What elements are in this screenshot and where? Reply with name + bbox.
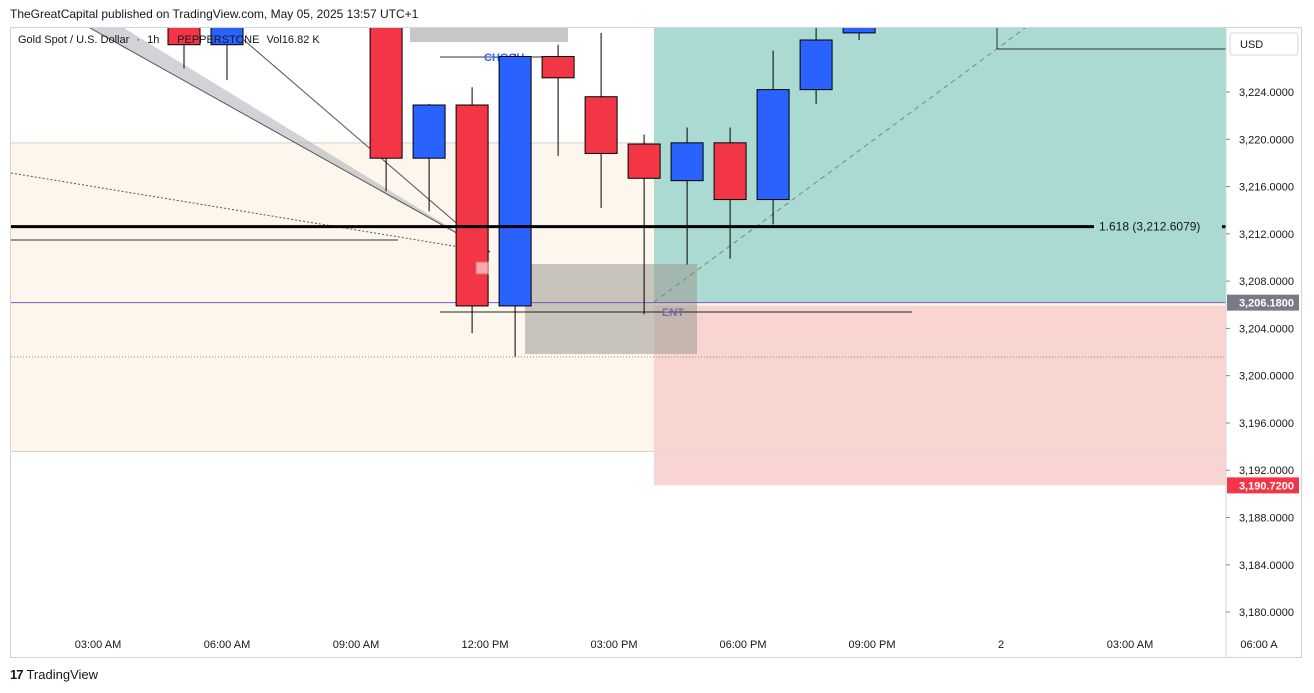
currency-button — [1229, 32, 1299, 56]
chart-frame — [10, 27, 1302, 658]
candle-body — [799, 39, 833, 91]
currency-label: USD — [1240, 39, 1263, 51]
wedge-line-a — [89, 28, 479, 246]
candle — [498, 54, 532, 357]
x-tick-label: 03:00 PM — [590, 639, 637, 651]
entry-price-tag — [1227, 294, 1299, 311]
footer-brand[interactable]: TradingView — [26, 667, 99, 682]
x-tick-label: 03:00 AM — [75, 639, 121, 651]
x-tick-label: 06:00 AM — [204, 639, 250, 651]
stop-price-tag-label: 3,190.7200 — [1239, 480, 1294, 492]
legend-sep: · — [166, 34, 171, 46]
candle — [369, 28, 403, 192]
candle — [627, 134, 661, 315]
legend-symbol[interactable]: Gold Spot / U.S. Dollar — [18, 34, 130, 46]
candle-body — [455, 104, 489, 307]
ent-label: ENT — [662, 307, 684, 319]
x-tick-label: 06:00 PM — [719, 639, 766, 651]
y-tick-label: 3,220.0000 — [1239, 134, 1294, 146]
y-tick-label: 3,208.0000 — [1239, 276, 1294, 288]
profit-zone — [654, 28, 1226, 303]
wedge-line-b — [229, 28, 491, 253]
chart-legend: Gold Spot / U.S. Dollar · 1h · PEPPERSTO… — [18, 34, 324, 46]
y-tick-label: 3,180.0000 — [1239, 607, 1294, 619]
legend-interval[interactable]: 1h — [147, 34, 160, 46]
candle — [799, 28, 833, 104]
candle — [455, 87, 489, 334]
candle — [210, 28, 244, 81]
x-tick-label: 09:00 PM — [848, 639, 895, 651]
candle — [167, 28, 201, 69]
candle-body — [541, 56, 575, 79]
candle-body — [756, 89, 790, 201]
y-tick-label: 3,212.0000 — [1239, 229, 1294, 241]
y-tick-label: 3,184.0000 — [1239, 560, 1294, 572]
x-tick-label: 09:00 AM — [333, 639, 379, 651]
candle-body — [369, 28, 403, 159]
candle — [541, 44, 575, 156]
y-tick-label: 3,192.0000 — [1239, 465, 1294, 477]
candle-body — [412, 104, 446, 159]
candle — [584, 32, 618, 208]
publisher-caption: TheGreatCapital published on TradingView… — [10, 7, 419, 21]
candle-body — [167, 28, 201, 46]
legend-broker: PEPPERSTONE — [177, 34, 260, 46]
candle-body — [210, 28, 244, 46]
fib-label: 1.618 (3,212.6079) — [1099, 220, 1200, 234]
x-tick-label: 03:00 AM — [1107, 639, 1153, 651]
order-block-box — [525, 264, 697, 354]
y-tick-label: 3,204.0000 — [1239, 323, 1294, 335]
legend-sep: · — [136, 34, 141, 46]
loss-zone — [654, 305, 1226, 486]
stop-price-tag — [1227, 477, 1299, 494]
entry-price-tag-label: 3,206.1800 — [1239, 298, 1294, 310]
y-tick-label: 3,188.0000 — [1239, 513, 1294, 525]
candle — [713, 127, 747, 259]
candle — [756, 50, 790, 225]
legend-volume: Vol16.82 K — [266, 34, 320, 46]
alert-marker-icon — [475, 261, 489, 275]
footer: 17 TradingView — [10, 667, 98, 682]
candle — [842, 28, 876, 40]
y-tick-label: 3,200.0000 — [1239, 371, 1294, 383]
x-tick-label: 12:00 PM — [461, 639, 508, 651]
candle-body — [713, 142, 747, 201]
candle — [670, 127, 704, 265]
tradingview-logo-icon[interactable]: 17 — [10, 667, 24, 682]
candle-body — [627, 143, 661, 179]
y-tick-label: 3,224.0000 — [1239, 87, 1294, 99]
projection-line — [653, 28, 1027, 303]
x-tick-label: 06:00 A — [1240, 639, 1278, 651]
y-tick-label: 3,196.0000 — [1239, 418, 1294, 430]
candle — [412, 103, 446, 212]
candle-body — [584, 96, 618, 154]
top-gray-box — [410, 28, 568, 42]
y-tick-label: 3,216.0000 — [1239, 182, 1294, 194]
dotted-trend-line — [11, 172, 491, 253]
candle-body — [498, 56, 532, 307]
candle-body — [670, 142, 704, 182]
x-tick-label: 2 — [998, 639, 1004, 651]
candle-body — [842, 28, 876, 34]
